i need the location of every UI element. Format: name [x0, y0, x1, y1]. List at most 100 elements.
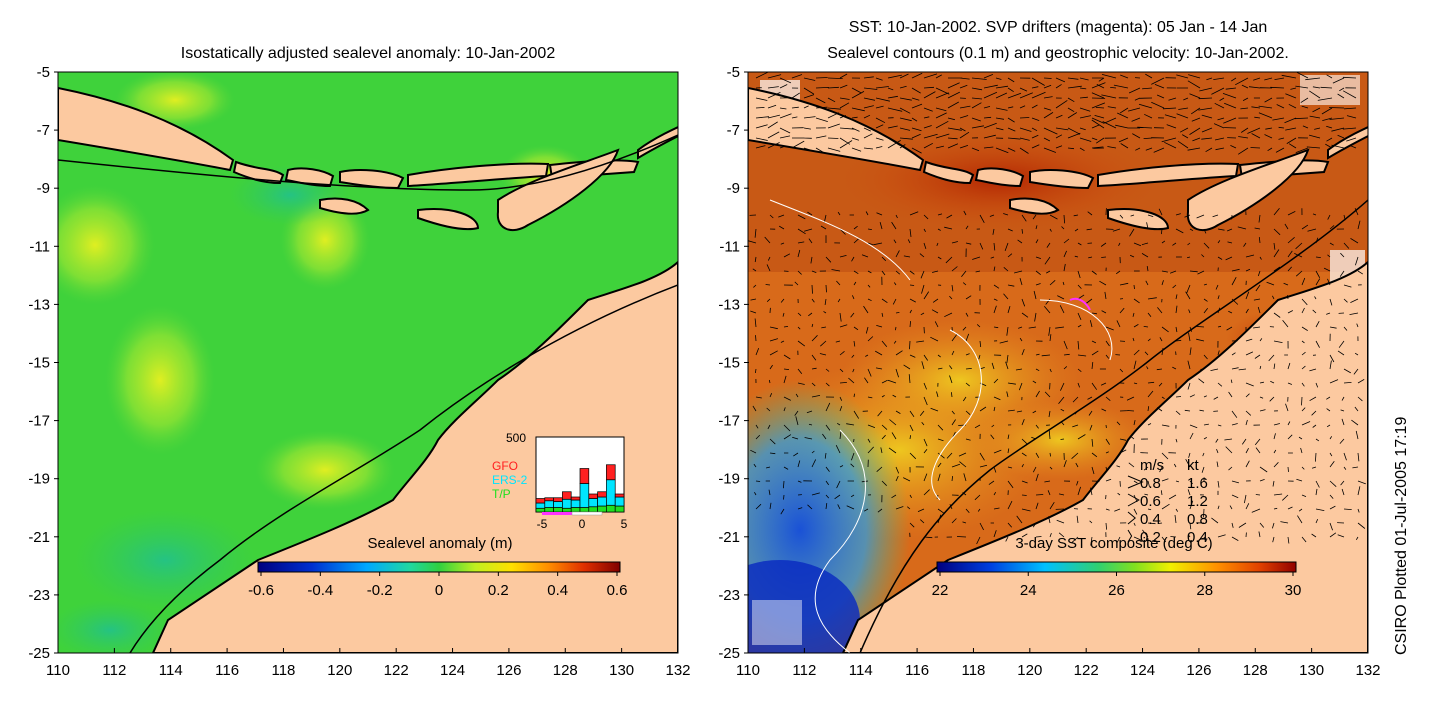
sla-lon-tick: 124 — [440, 662, 465, 679]
sst-lat-tick: -25 — [718, 645, 740, 662]
sst-lat-tick: -15 — [718, 355, 740, 372]
histogram-bar-tp — [535, 507, 546, 513]
sla-colorbar-gradient — [257, 561, 621, 573]
sla-lon-tick: 110 — [46, 662, 70, 679]
velocity-legend-arrow — [1127, 493, 1140, 507]
lon-axis-right: 110 112 114 116 118 120 122 124 126 128 130 132 — [736, 648, 1381, 679]
sst-title-line2: Sealevel contours (0.1 m) and geostrophi… — [827, 45, 1289, 62]
histogram-bar-ers2 — [535, 502, 546, 509]
histogram-bar-tp — [614, 505, 625, 513]
histogram-bar-tp — [553, 507, 563, 513]
velocity-legend: m/s kt 0.8 1.60.6 1.20.4 0.80.2 0.4 — [1127, 457, 1208, 546]
histogram-bar-gfo — [553, 497, 563, 502]
histogram-legend-item: T/P — [492, 487, 511, 501]
histogram-bar-ers2 — [597, 496, 607, 507]
sst-lat-tick: -5 — [727, 64, 740, 81]
sla-lat-tick: -9 — [37, 180, 50, 197]
sla-colorbar-tick: 0.6 — [607, 582, 628, 599]
histogram-bar-tp — [588, 506, 598, 513]
sst-lon-tick: 110 — [736, 662, 760, 679]
histogram-legend-item: ERS-2 — [492, 473, 528, 487]
drifter-track — [1069, 297, 1091, 311]
sla-colorbar-tick: -0.4 — [307, 582, 333, 599]
sst-lon-tick: 112 — [792, 662, 816, 679]
velocity-legend-ms: 0.6 — [1140, 493, 1161, 510]
sla-lon-tick: 114 — [159, 662, 183, 679]
histogram-bar-gfo — [597, 491, 607, 498]
sst-lon-tick: 120 — [1017, 662, 1042, 679]
histogram-bar-tp — [606, 504, 616, 513]
sst-lon-tick: 126 — [1186, 662, 1211, 679]
sla-colorbar-tick: -0.6 — [248, 582, 274, 599]
sst-lat-tick: -17 — [718, 413, 740, 430]
sla-map — [57, 71, 679, 654]
sla-lat-tick: -11 — [29, 238, 50, 255]
sst-colorbar-tick: 24 — [1020, 582, 1037, 599]
sla-lon-tick: 118 — [271, 662, 295, 679]
histogram-bar-ers2 — [562, 498, 572, 509]
histogram-bar-tp — [579, 507, 590, 513]
histogram-bar-ers2 — [606, 479, 616, 506]
histogram-legend-item: GFO — [492, 459, 518, 473]
sst-lat-tick: -11 — [719, 238, 740, 255]
sla-lon-tick: 112 — [102, 662, 126, 679]
sla-title: Isostatically adjusted sealevel anomaly:… — [181, 45, 556, 62]
sla-lat-tick: -7 — [37, 122, 50, 139]
sla-lat-tick: -21 — [28, 529, 50, 546]
sst-lon-tick: 118 — [961, 662, 985, 679]
geostrophic-velocity-field — [748, 72, 1366, 546]
histogram-bar-ers2 — [579, 483, 590, 508]
histogram-x-tick: 5 — [621, 517, 628, 531]
sla-lon-tick: 120 — [327, 662, 352, 679]
sst-map — [747, 71, 1369, 654]
velocity-legend-arrow — [1127, 511, 1136, 525]
histogram-bar-tp — [570, 507, 581, 513]
sst-colorbar-tick: 28 — [1196, 582, 1213, 599]
histogram-bar-gfo — [588, 493, 598, 499]
histogram-bar-ers2 — [544, 500, 554, 508]
sst-lon-tick: 116 — [905, 662, 929, 679]
histogram-bar-gfo — [544, 497, 554, 502]
sst-colorbar-gradient — [936, 561, 1297, 573]
sst-lon-tick: 130 — [1299, 662, 1324, 679]
sla-lon-tick: 116 — [215, 662, 239, 679]
sla-lat-tick: -23 — [28, 587, 50, 604]
sst-lat-tick: -9 — [727, 180, 740, 197]
sst-colorbar-tick: 30 — [1285, 582, 1302, 599]
lat-axis-right: -5 -7 -9 -11 -13 -15 -17 -19 -21 -23 -25 — [718, 64, 749, 662]
sla-lat-tick: -5 — [37, 64, 50, 81]
sla-colorbar-tick: 0.4 — [547, 582, 568, 599]
histogram-bar-ers2 — [570, 499, 581, 508]
credit-text: CSIRO Plotted 01-Jul-2005 17:19 — [1393, 416, 1410, 655]
sla-colorbar-tick: 0 — [435, 582, 443, 599]
histogram-x-tick: 0 — [579, 517, 586, 531]
sst-lat-tick: -19 — [718, 471, 740, 488]
sla-lon-tick: 122 — [384, 662, 409, 679]
velocity-legend-ms-header: m/s — [1140, 457, 1164, 474]
histogram-bar-gfo — [562, 491, 572, 500]
sla-lon-tick: 130 — [609, 662, 634, 679]
sla-lon-tick: 132 — [665, 662, 690, 679]
histogram-bar-tp — [544, 507, 554, 513]
sst-title-line1: SST: 10-Jan-2002. SVP drifters (magenta)… — [849, 19, 1268, 36]
lat-axis-left: -5 -7 -9 -11 -13 -15 -17 -19 -21 -23 -25 — [28, 64, 59, 662]
sst-lon-tick: 128 — [1243, 662, 1268, 679]
histogram-bar-gfo — [579, 468, 590, 484]
histogram-bar-tp — [562, 507, 572, 513]
velocity-legend-arrow — [1127, 529, 1133, 543]
sst-lon-tick: 124 — [1130, 662, 1155, 679]
sst-lon-tick: 114 — [849, 662, 873, 679]
velocity-legend-kt-header: kt — [1187, 457, 1200, 474]
sst-lat-tick: -13 — [718, 296, 740, 313]
velocity-legend-ms: 0.8 — [1140, 475, 1161, 492]
sla-lat-tick: -13 — [28, 296, 50, 313]
lon-axis-left: 110 112 114 116 118 120 122 124 126 128 130 132 — [46, 648, 691, 679]
histogram-bar-tp — [597, 505, 607, 513]
velocity-legend-kt: 0.8 — [1187, 511, 1208, 528]
velocity-legend-arrow — [1127, 475, 1144, 489]
histogram-ymax-label: 500 — [506, 431, 526, 445]
sla-lon-tick: 126 — [496, 662, 521, 679]
histogram-x-tick: -5 — [537, 517, 548, 531]
histogram-bar-gfo — [606, 464, 616, 481]
sla-colorbar-tick: -0.2 — [367, 582, 393, 599]
